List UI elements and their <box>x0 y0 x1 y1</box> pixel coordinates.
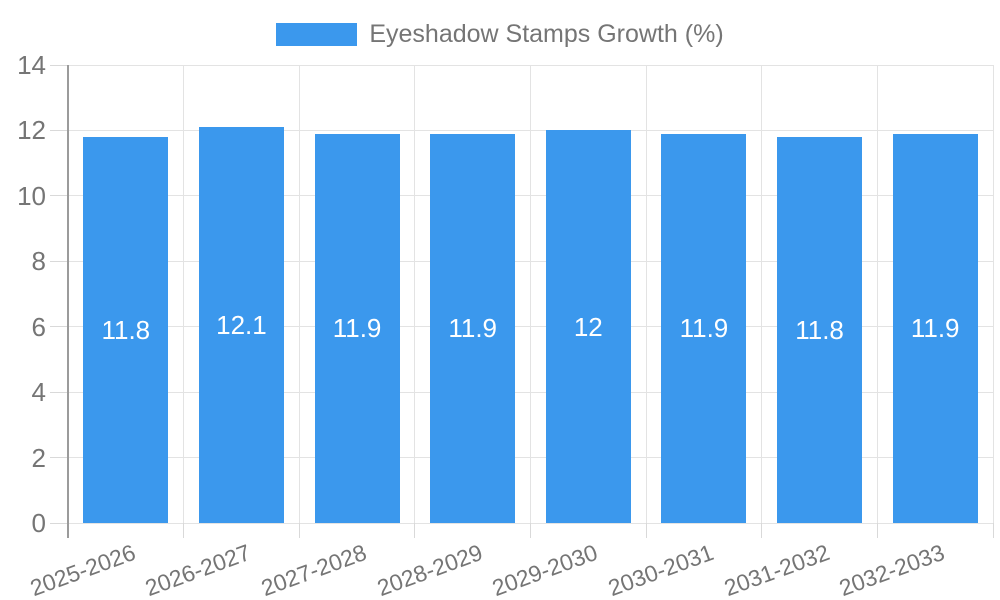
y-tick <box>50 129 68 131</box>
y-tick <box>50 260 68 262</box>
y-tick <box>50 64 68 66</box>
x-tick <box>530 523 531 538</box>
y-tick-label: 8 <box>31 246 46 277</box>
x-tick <box>992 523 994 538</box>
x-tick <box>761 523 763 538</box>
y-tick <box>50 195 68 197</box>
gridline-vertical <box>876 65 878 523</box>
gridline-vertical <box>183 65 185 523</box>
gridline-vertical <box>761 65 763 523</box>
y-tick <box>50 457 68 459</box>
y-axis-line <box>67 65 69 538</box>
legend-swatch <box>276 23 358 46</box>
x-tick <box>183 523 185 538</box>
bar-value-label: 11.9 <box>448 313 498 344</box>
bar-value-label: 12.1 <box>216 310 267 341</box>
bar-value-label: 11.9 <box>679 313 729 344</box>
x-tick <box>876 523 878 538</box>
y-tick <box>50 326 68 328</box>
gridline-vertical <box>645 65 647 523</box>
bar <box>545 130 631 523</box>
gridline-vertical <box>530 65 531 523</box>
gridline-vertical <box>298 65 300 523</box>
bar <box>777 136 863 523</box>
x-tick <box>414 523 416 538</box>
bar <box>198 127 284 523</box>
bar <box>314 133 400 523</box>
y-tick-label: 12 <box>17 115 46 146</box>
bar <box>892 133 978 523</box>
x-tick-label: 2032-2033 <box>639 539 948 600</box>
y-tick-label: 14 <box>17 50 46 80</box>
bar-value-label: 11.8 <box>795 314 844 345</box>
bar-value-label: 11.8 <box>101 314 151 345</box>
bar <box>430 133 516 523</box>
bar <box>83 136 169 523</box>
legend-label: Eyeshadow Stamps Growth (%) <box>369 20 724 48</box>
y-tick <box>50 391 68 393</box>
bar-value-label: 11.9 <box>332 313 382 344</box>
legend[interactable]: Eyeshadow Stamps Growth (%) <box>0 20 1000 49</box>
bar <box>661 133 747 523</box>
x-tick <box>645 523 647 538</box>
x-tick-label-text: 2032-2033 <box>835 539 949 600</box>
x-tick <box>298 523 300 538</box>
bar-value-label: 12 <box>573 311 603 342</box>
y-tick-label: 2 <box>31 442 46 473</box>
y-tick-label: 10 <box>17 180 46 211</box>
gridline-vertical <box>992 65 994 523</box>
gridline-vertical <box>414 65 416 523</box>
bar-value-label: 11.9 <box>910 313 960 344</box>
y-tick <box>50 522 68 524</box>
y-tick-label: 4 <box>31 377 46 408</box>
y-tick-label: 0 <box>31 508 46 538</box>
y-tick-label: 6 <box>31 311 46 342</box>
